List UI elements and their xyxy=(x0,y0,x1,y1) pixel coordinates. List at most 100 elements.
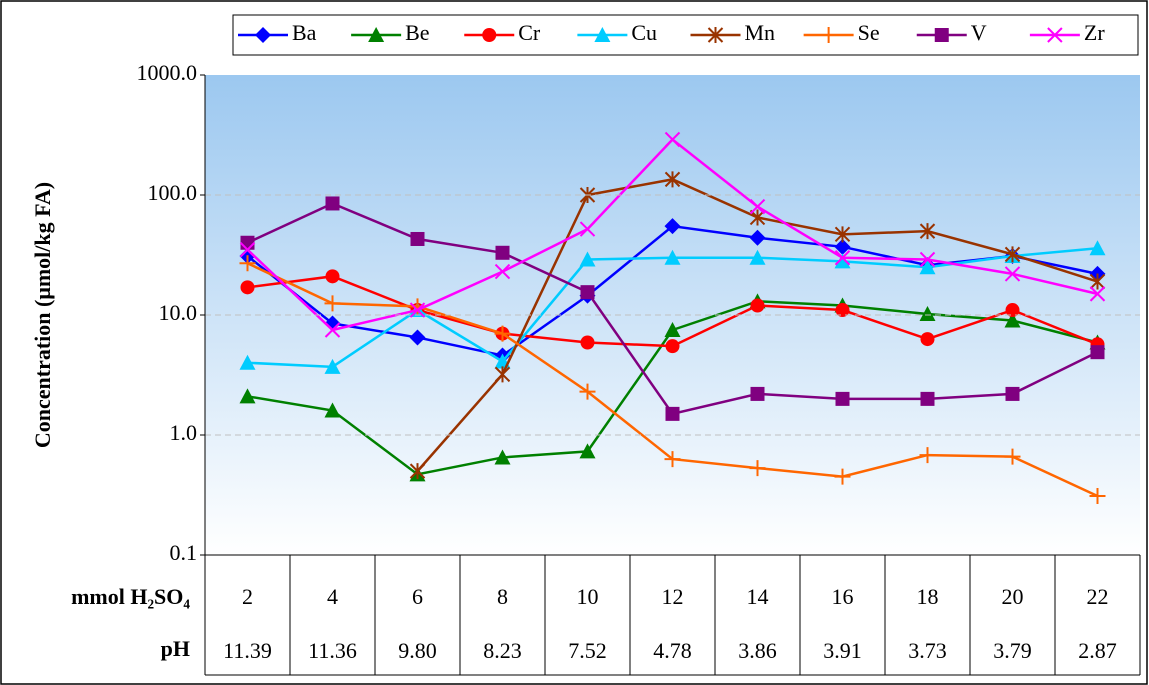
row2-value: 3.73 xyxy=(908,638,947,663)
marker xyxy=(494,366,511,383)
marker xyxy=(919,259,936,275)
marker xyxy=(240,235,255,250)
marker xyxy=(749,198,766,215)
marker xyxy=(835,303,850,318)
y-tick-label: 10.0 xyxy=(159,300,198,325)
marker xyxy=(749,209,766,226)
legend-marker xyxy=(255,27,271,43)
row2-value: 3.91 xyxy=(823,638,862,663)
x-tick-label: 10 xyxy=(577,584,599,609)
legend: Ba Be Cr Cu Mn Se V Zr xyxy=(232,14,1139,56)
marker xyxy=(580,335,595,350)
marker xyxy=(664,451,681,468)
y-tick-label: 1000.0 xyxy=(137,60,198,85)
legend-label: V xyxy=(971,20,987,45)
marker xyxy=(834,250,851,266)
marker xyxy=(240,280,255,295)
marker xyxy=(834,238,851,255)
marker xyxy=(1090,345,1105,360)
marker xyxy=(919,305,936,321)
marker xyxy=(239,255,256,272)
row2-value: 3.86 xyxy=(738,638,777,663)
x-tick-label: 12 xyxy=(662,584,684,609)
marker xyxy=(1089,240,1106,256)
marker xyxy=(834,226,851,243)
row2-value: 7.52 xyxy=(568,638,607,663)
legend-label: Ba xyxy=(292,20,317,45)
marker xyxy=(495,245,510,260)
marker xyxy=(325,196,340,211)
marker xyxy=(410,231,425,246)
marker xyxy=(664,249,681,265)
marker xyxy=(324,358,341,374)
marker xyxy=(749,229,766,246)
x-tick-label: 20 xyxy=(1002,584,1024,609)
marker xyxy=(1089,273,1106,290)
marker xyxy=(239,242,256,258)
y-axis-label: Concentration (μmol/kg FA) xyxy=(30,182,55,448)
row2-value: 9.80 xyxy=(398,638,437,663)
x-tick-label: 14 xyxy=(747,584,769,609)
legend-label: Cr xyxy=(518,20,541,45)
marker xyxy=(665,339,680,354)
legend-label: Se xyxy=(858,20,880,45)
marker xyxy=(834,468,851,485)
legend-marker xyxy=(707,27,724,43)
legend-marker xyxy=(368,27,385,42)
marker xyxy=(749,460,766,477)
legend-label: Be xyxy=(405,20,429,45)
y-tick-label: 1.0 xyxy=(170,420,198,445)
marker xyxy=(324,322,341,338)
marker xyxy=(920,391,935,406)
x-tick-label: 22 xyxy=(1087,584,1109,609)
marker xyxy=(1004,246,1021,263)
marker xyxy=(750,298,765,313)
x-tick-label: 16 xyxy=(832,584,854,609)
row2-value: 8.23 xyxy=(483,638,522,663)
legend-label: Zr xyxy=(1084,20,1105,45)
marker xyxy=(579,251,596,267)
marker xyxy=(325,269,340,284)
legend-marker xyxy=(594,27,611,42)
legend-marker xyxy=(820,27,837,43)
marker xyxy=(409,463,426,480)
marker xyxy=(494,449,511,465)
y-tick-label: 0.1 xyxy=(170,540,198,565)
marker xyxy=(664,218,681,235)
marker xyxy=(665,406,680,421)
marker xyxy=(664,171,681,188)
marker xyxy=(834,253,851,269)
legend-label: Cu xyxy=(631,20,657,45)
x-tick-label: 6 xyxy=(412,584,423,609)
row2-value: 11.39 xyxy=(223,638,272,663)
legend-marker xyxy=(934,28,949,42)
x-tick-label: 8 xyxy=(497,584,508,609)
legend-marker xyxy=(482,28,497,42)
marker xyxy=(835,391,850,406)
marker xyxy=(324,402,341,418)
row2-value: 11.36 xyxy=(308,638,357,663)
row2-value: 4.78 xyxy=(653,638,692,663)
legend-marker xyxy=(1047,27,1063,43)
marker xyxy=(1089,286,1106,302)
y-tick-label: 100.0 xyxy=(148,180,198,205)
marker xyxy=(664,131,681,148)
marker xyxy=(494,325,511,342)
marker xyxy=(920,332,935,347)
marker xyxy=(919,223,936,240)
marker xyxy=(579,221,596,237)
marker xyxy=(239,354,256,370)
marker xyxy=(1005,386,1020,401)
row2-value: 3.79 xyxy=(993,638,1032,663)
marker xyxy=(919,447,936,464)
marker xyxy=(494,263,511,280)
marker xyxy=(324,295,341,312)
legend-label: Mn xyxy=(745,20,776,45)
x-tick-label: 4 xyxy=(327,584,338,609)
marker xyxy=(580,285,595,300)
row2-value: 2.87 xyxy=(1078,638,1117,663)
marker xyxy=(579,443,596,459)
marker xyxy=(749,249,766,265)
marker xyxy=(1004,266,1021,282)
